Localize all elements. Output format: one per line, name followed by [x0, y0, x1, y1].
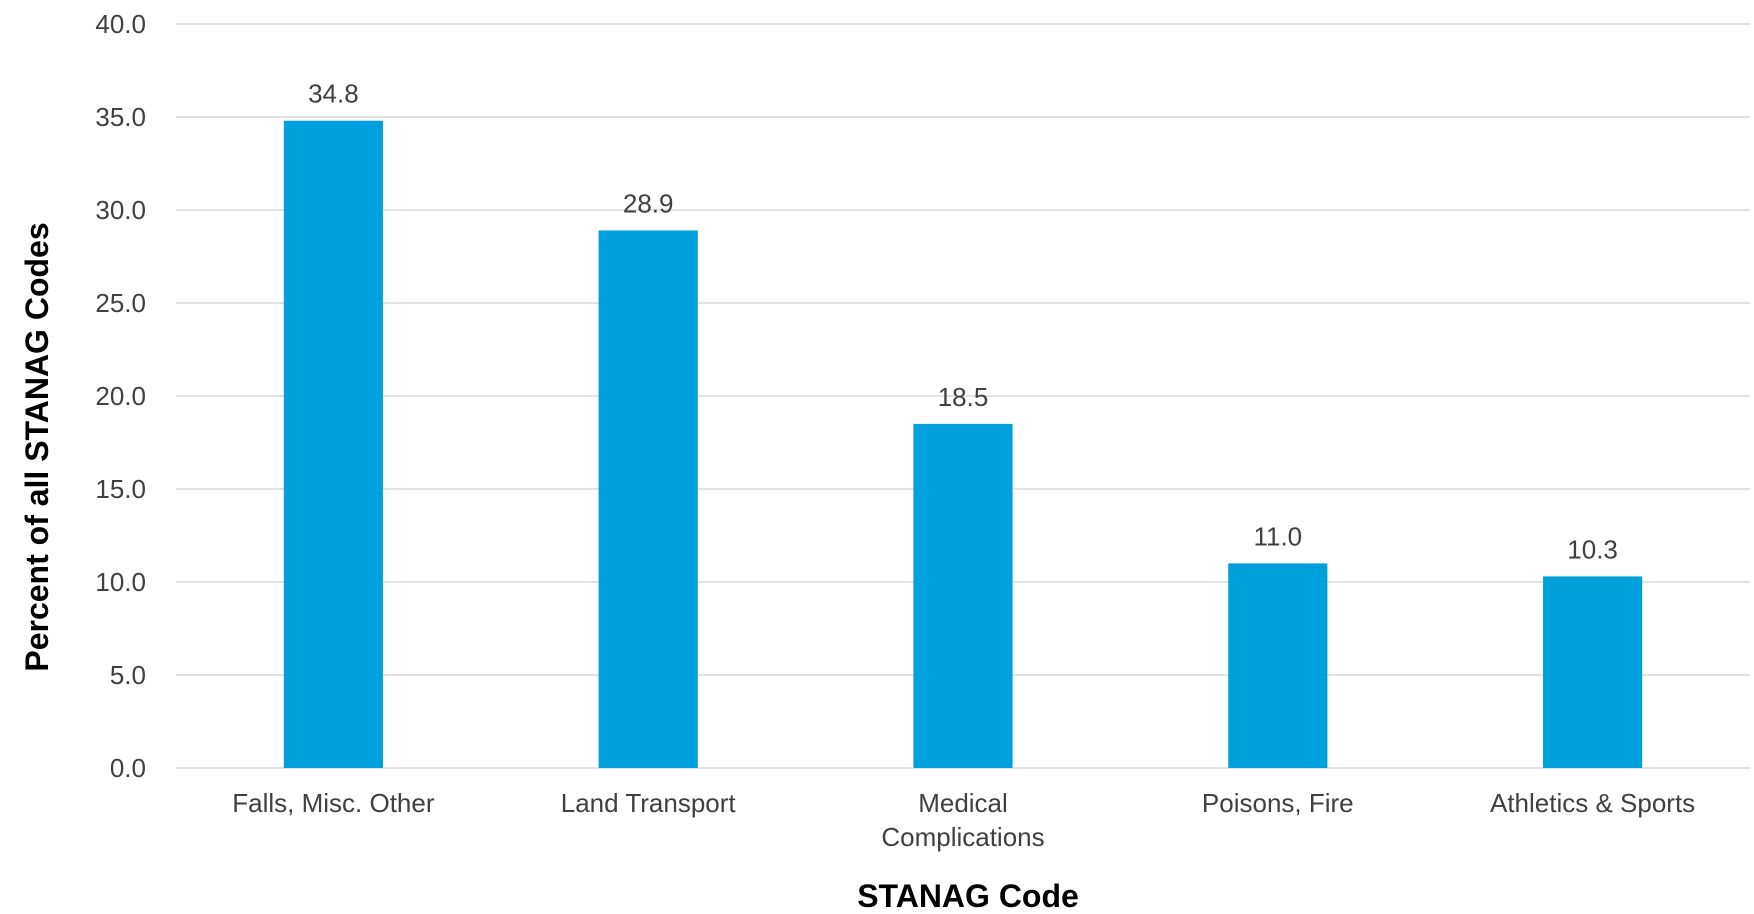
y-tick-label: 35.0 — [95, 102, 146, 132]
y-tick-label: 5.0 — [110, 660, 146, 690]
x-tick-label-line: Medical — [918, 788, 1008, 818]
x-tick-label-line: Complications — [881, 822, 1044, 852]
y-tick-label: 20.0 — [95, 381, 146, 411]
y-tick-label: 10.0 — [95, 567, 146, 597]
x-tick-label: Medical Complications — [881, 788, 1044, 852]
data-label: 11.0 — [1253, 521, 1302, 551]
bar — [1228, 563, 1328, 768]
bar — [1543, 576, 1643, 768]
data-label: 28.9 — [623, 188, 674, 218]
x-tick-label: Land Transport — [561, 788, 737, 818]
bar — [283, 120, 383, 769]
y-tick-label: 30.0 — [95, 195, 146, 225]
x-tick-label-line: Poisons, Fire — [1202, 788, 1354, 818]
y-axis-title: Percent of all STANAG Codes — [19, 222, 55, 671]
x-tick-label: Falls, Misc. Other — [232, 788, 435, 818]
x-tick-label-line: Falls, Misc. Other — [232, 788, 435, 818]
x-axis-title: STANAG Code — [857, 878, 1079, 914]
x-axis-ticks: Falls, Misc. Other Land Transport Medical C… — [232, 788, 1695, 852]
bar — [598, 230, 698, 768]
x-tick-label-line: Athletics & Sports — [1490, 788, 1695, 818]
data-label: 10.3 — [1567, 534, 1618, 564]
data-label: 34.8 — [308, 79, 359, 109]
x-tick-label: Athletics & Sports — [1490, 788, 1695, 818]
y-axis-ticks: 0.0 5.0 10.0 15.0 20.0 25.0 30.0 35.0 40.0 — [95, 9, 146, 783]
y-tick-label: 15.0 — [95, 474, 146, 504]
y-tick-label: 40.0 — [95, 9, 146, 39]
data-labels: 34.8 28.9 18.5 11.0 10.3 — [308, 79, 1618, 565]
y-tick-label: 25.0 — [95, 288, 146, 318]
y-tick-label: 0.0 — [110, 753, 146, 783]
bar — [913, 423, 1013, 768]
x-tick-label-line: Land Transport — [561, 788, 737, 818]
gridlines — [176, 23, 1750, 769]
x-tick-label: Poisons, Fire — [1202, 788, 1354, 818]
data-label: 18.5 — [938, 382, 989, 412]
bars — [283, 120, 1643, 769]
